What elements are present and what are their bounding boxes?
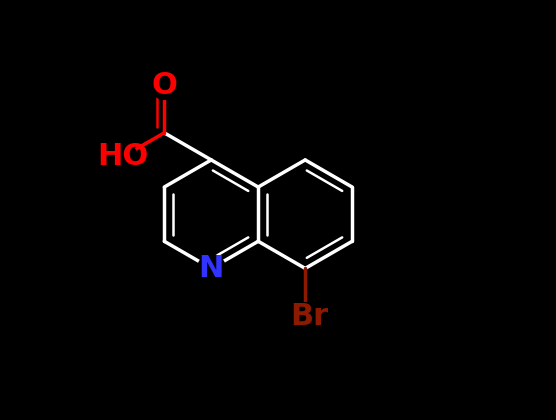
Text: N: N bbox=[198, 254, 224, 283]
Text: Br: Br bbox=[290, 302, 329, 331]
Text: O: O bbox=[151, 71, 177, 100]
Text: HO: HO bbox=[97, 142, 148, 171]
